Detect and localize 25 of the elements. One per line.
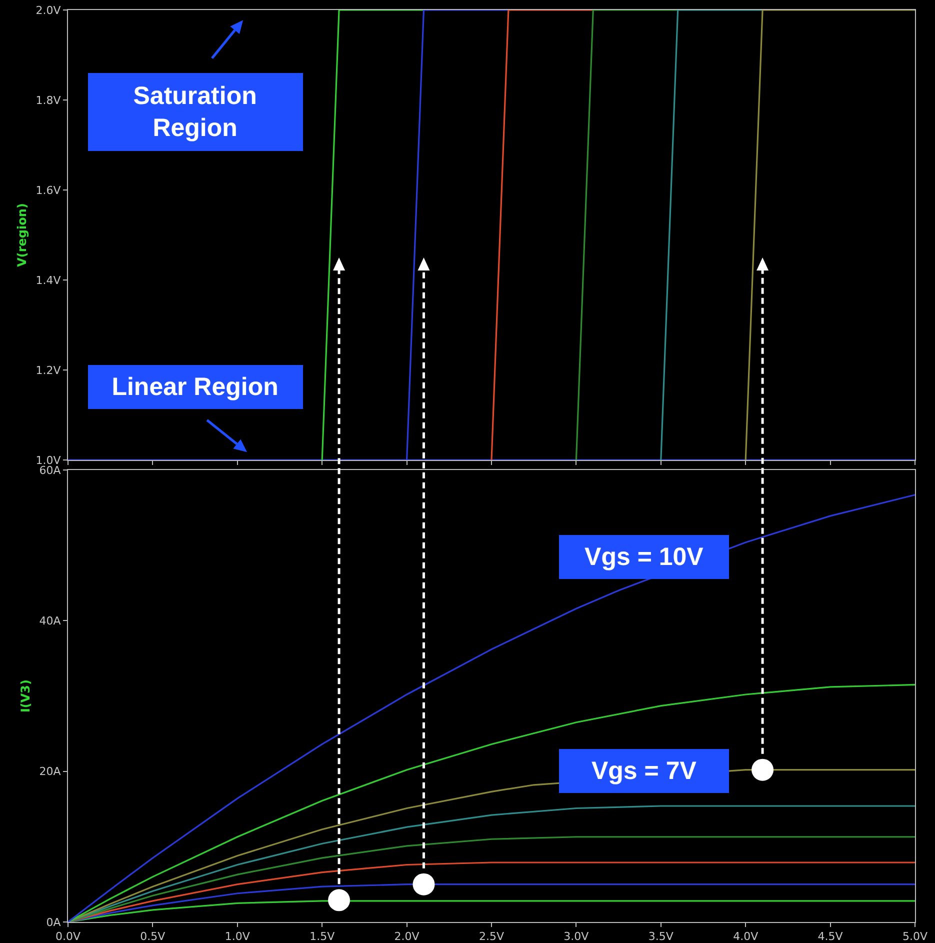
y-tick-label: 1.6V [36,184,62,197]
x-tick-label: 4.5V [818,930,844,943]
y-tick-label: 1.4V [36,274,62,287]
x-tick-label: 2.5V [478,930,504,943]
callout-box: Vgs = 10V [558,535,729,580]
y-tick-label: 20A [39,765,62,778]
y-tick-label: 40A [39,614,62,628]
x-tick-label: 5.0V [902,930,928,943]
x-tick-label: 3.5V [648,930,674,943]
callout-box: Vgs = 7V [558,749,729,794]
x-tick-label: 1.0V [224,930,250,943]
x-tick-label: 4.0V [733,930,759,943]
y-tick-label: 1.8V [36,94,62,107]
callout-box: Saturation Region [88,73,303,152]
y-axis-title: I(V3) [18,679,33,713]
x-tick-label: 3.0V [564,930,590,943]
callout-box: Linear Region [88,365,303,410]
x-tick-label: 2.0V [394,930,420,943]
y-tick-label: 1.2V [36,364,62,377]
x-tick-label: 0.0V [55,930,81,943]
x-tick-label: 0.5V [140,930,166,943]
x-tick-label: 1.5V [310,930,336,943]
y-tick-label: 2.0V [36,4,62,17]
y-axis-title: V(region) [15,203,30,267]
y-tick-label: 0A [46,916,62,929]
